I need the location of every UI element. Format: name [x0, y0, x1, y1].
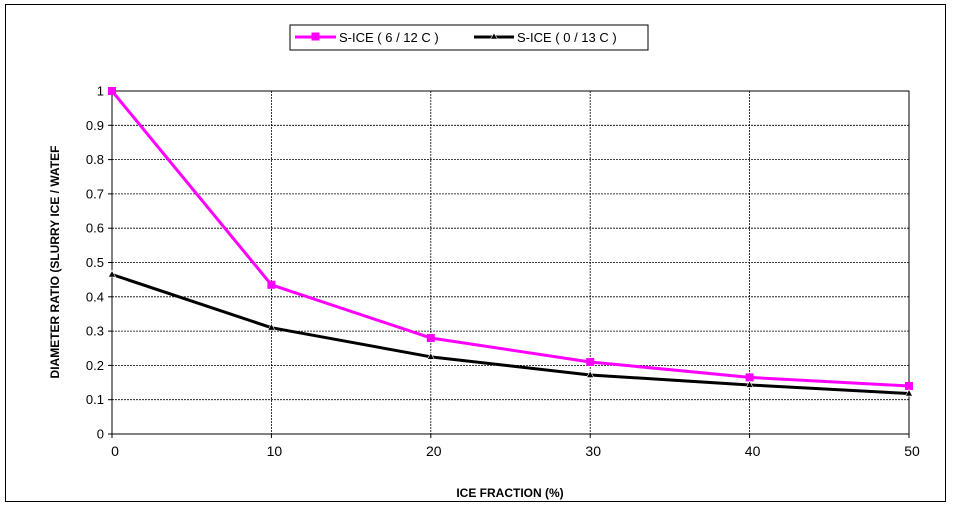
x-tick-label: 10: [267, 443, 283, 459]
data-point-series-1: [587, 358, 594, 365]
data-point-series-1: [109, 88, 116, 95]
y-axis-label: DIAMETER RATIO (SLURRY ICE / WATEF: [48, 146, 62, 379]
x-axis-ticks: 0 10 20 30 40 50: [111, 434, 920, 459]
y-tick-label: 0.8: [86, 152, 104, 167]
legend: S-ICE ( 6 / 12 C ) S-ICE ( 0 / 13 C ): [290, 25, 648, 50]
data-point-series-1: [268, 281, 275, 288]
y-axis-ticks: 0 0.1 0.2 0.3 0.4 0.5 0.6 0.7 0.8 0.9 1: [86, 84, 112, 442]
data-point-series-1: [746, 374, 753, 381]
y-tick-label: 0.5: [86, 255, 104, 270]
y-tick-label: 0.9: [86, 118, 104, 133]
y-tick-label: 0: [97, 427, 104, 442]
legend-marker-series-1: [312, 33, 319, 40]
data-point-series-1: [427, 334, 434, 341]
data-point-series-1: [906, 382, 913, 389]
x-tick-label: 40: [745, 443, 761, 459]
y-tick-label: 0.6: [86, 221, 104, 236]
x-axis-label: ICE FRACTION (%): [456, 486, 563, 500]
y-tick-label: 0.7: [86, 186, 104, 201]
y-tick-label: 0.1: [86, 392, 104, 407]
x-tick-label: 50: [904, 443, 920, 459]
x-tick-label: 30: [585, 443, 601, 459]
x-tick-label: 20: [426, 443, 442, 459]
series-layer: [109, 88, 913, 397]
series-line-1: [112, 91, 909, 386]
y-tick-label: 0.3: [86, 324, 104, 339]
grid-layer: [112, 91, 909, 434]
y-tick-label: 0.2: [86, 358, 104, 373]
plot-area-border: [112, 91, 909, 434]
legend-label-series-2: S-ICE ( 0 / 13 C ): [517, 30, 617, 45]
series-line-2: [112, 275, 909, 394]
y-tick-label: 1: [97, 84, 104, 99]
y-tick-label: 0.4: [86, 289, 104, 304]
legend-label-series-1: S-ICE ( 6 / 12 C ): [339, 30, 439, 45]
x-tick-label: 0: [111, 443, 119, 459]
